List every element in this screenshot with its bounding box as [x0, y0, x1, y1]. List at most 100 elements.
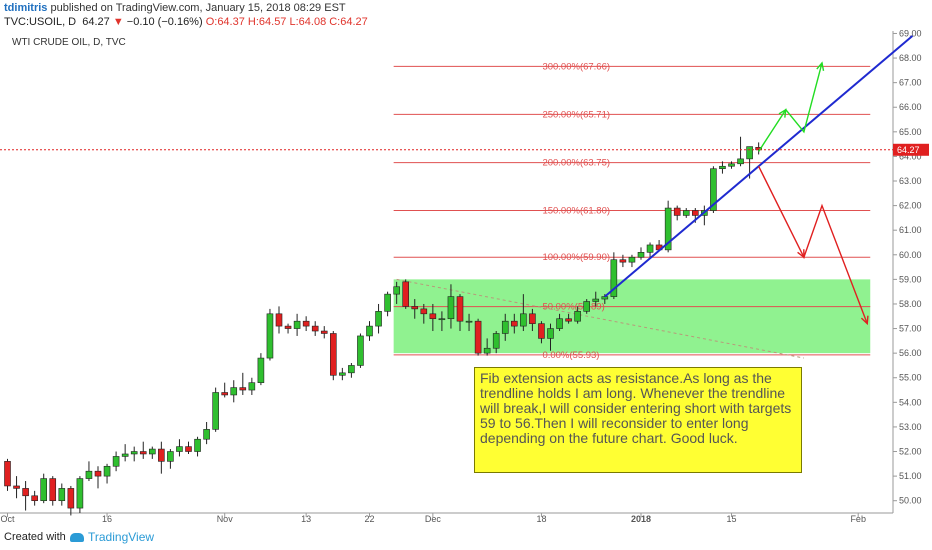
candle	[284, 323, 292, 334]
candle-body	[456, 296, 464, 322]
candle-body	[393, 286, 400, 295]
candle-body	[13, 485, 20, 489]
candle-body	[465, 320, 473, 323]
publish-info: published on TradingView.com, January 15…	[50, 2, 346, 14]
candle-body	[673, 207, 681, 216]
candle	[248, 377, 256, 395]
ohlc-values: O:64.37 H:64.57 L:64.08 C:64.27	[205, 16, 368, 28]
candle-body	[529, 313, 536, 324]
candle	[728, 161, 735, 169]
x-tick-label: 15	[726, 514, 736, 524]
x-tick-label: 22	[364, 514, 374, 524]
candle	[628, 254, 636, 268]
candle-body	[284, 325, 292, 329]
candle	[22, 481, 29, 511]
footer: Created with TradingView	[0, 524, 932, 550]
y-tick-label: 55.00	[899, 373, 922, 383]
candle-body	[348, 365, 355, 374]
candle-body	[275, 313, 283, 327]
last-price-label: 64.27	[897, 145, 920, 155]
candle-body	[556, 318, 563, 329]
candle	[646, 242, 654, 258]
publish-line: tdimitris published on TradingView.com, …	[4, 2, 346, 14]
candle	[40, 473, 48, 504]
tradingview-logo[interactable]: TradingView	[70, 530, 154, 544]
candle	[76, 476, 84, 513]
author-name[interactable]: tdimitris	[4, 2, 48, 14]
y-tick-label: 67.00	[899, 78, 922, 88]
candle-body	[139, 451, 147, 455]
x-tick-label: Feb	[850, 514, 866, 524]
x-tick-label: Oct	[0, 514, 15, 524]
candle	[393, 281, 400, 304]
candle	[103, 463, 111, 484]
y-tick-label: 57.00	[899, 324, 922, 334]
price-chart[interactable]: 50.00 51.00 52.00 53.00 54.00 55.00 56.00 57.00…	[0, 30, 932, 524]
candle-body	[4, 461, 11, 487]
candle	[149, 446, 156, 459]
bullish-scenario-path	[758, 62, 823, 152]
candle	[565, 313, 572, 324]
price-change: −0.10 (−0.16%)	[126, 16, 203, 28]
candle	[574, 306, 581, 324]
y-tick-label: 61.00	[899, 225, 922, 235]
candle-body	[682, 210, 690, 216]
candle-body	[158, 448, 165, 462]
candle-body	[40, 478, 48, 502]
candle	[547, 323, 554, 351]
candle-body	[22, 488, 29, 497]
candle	[465, 313, 473, 332]
tradingview-icon	[70, 533, 84, 543]
candle-body	[538, 323, 545, 339]
candle-body	[755, 147, 762, 151]
candle	[474, 318, 482, 356]
candle-body	[592, 298, 600, 302]
candle-body	[257, 357, 265, 383]
change-down-icon: ▼	[112, 16, 124, 28]
candle-body	[293, 320, 301, 329]
candle	[737, 136, 744, 167]
candle-body	[176, 446, 183, 452]
candle-body	[58, 488, 66, 502]
fib-level-label: 150.00%(61.80)	[542, 206, 610, 217]
note-box: Fib extension acts as resistance.As long…	[474, 367, 802, 473]
candle-body	[266, 313, 274, 359]
fib-level-label: 50.00%(57.89)	[542, 302, 604, 313]
created-with-label: Created with	[4, 531, 66, 543]
candle	[329, 331, 337, 381]
candle-body	[619, 259, 627, 263]
last-price: 64.27	[82, 16, 110, 28]
candle	[293, 313, 301, 336]
candle	[158, 441, 165, 474]
candle	[139, 441, 147, 459]
y-tick-label: 59.00	[899, 274, 922, 284]
candle	[429, 303, 437, 332]
candle-body	[339, 372, 346, 376]
y-tick-label: 62.00	[899, 201, 922, 211]
candle	[447, 284, 455, 329]
candle-body	[492, 333, 500, 349]
candle	[529, 308, 536, 332]
candle	[31, 490, 38, 506]
candle-body	[121, 453, 129, 457]
candle-body	[565, 318, 572, 322]
candle-body	[248, 382, 256, 391]
candle-body	[103, 465, 111, 477]
candle	[320, 326, 328, 339]
candle-body	[76, 478, 84, 509]
bearish-scenario-mid-arrowhead	[797, 249, 805, 259]
candle	[719, 161, 726, 174]
candle	[637, 247, 645, 260]
candle	[302, 316, 310, 332]
candle-body	[67, 488, 75, 509]
candle-body	[402, 281, 410, 307]
fib-level-label: 0.00%(55.93)	[542, 350, 599, 361]
candle-body	[664, 207, 672, 251]
candle	[212, 387, 219, 432]
candle-body	[483, 347, 491, 354]
candle-body	[429, 313, 437, 320]
candle	[275, 306, 283, 334]
candle-body	[583, 301, 591, 312]
candle-body	[637, 252, 645, 258]
candle-body	[510, 320, 518, 327]
